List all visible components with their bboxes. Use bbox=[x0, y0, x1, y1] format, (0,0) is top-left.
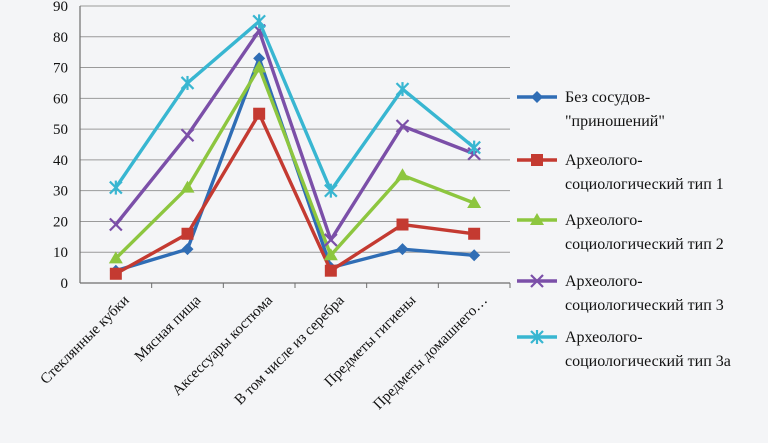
data-point bbox=[180, 180, 195, 193]
data-point bbox=[530, 330, 544, 344]
data-point bbox=[181, 227, 194, 240]
legend-label: Археолого- bbox=[565, 329, 643, 346]
data-point bbox=[180, 75, 195, 90]
data-point bbox=[324, 183, 338, 198]
legend-label: Археолого- bbox=[565, 152, 643, 169]
data-point bbox=[252, 60, 267, 73]
legend-label: "приношений" bbox=[565, 113, 665, 130]
data-point bbox=[108, 251, 123, 264]
data-point bbox=[109, 217, 123, 232]
legend-label: социологический тип 2 bbox=[565, 236, 724, 253]
marker-stroke bbox=[395, 119, 410, 133]
y-tick-label: 0 bbox=[61, 276, 69, 292]
legend-label: Археолого- bbox=[565, 273, 643, 290]
series-2 bbox=[109, 107, 481, 280]
series-line bbox=[114, 65, 475, 260]
marker-stroke bbox=[109, 217, 123, 232]
y-tick-label: 40 bbox=[53, 153, 68, 169]
marker-stroke bbox=[530, 274, 544, 288]
data-point bbox=[396, 243, 409, 256]
data-point bbox=[467, 140, 481, 155]
data-point bbox=[468, 249, 481, 262]
data-point bbox=[531, 91, 543, 103]
series-line bbox=[115, 112, 475, 276]
data-point bbox=[395, 82, 410, 97]
y-tick-label: 20 bbox=[53, 214, 68, 230]
marker-stroke bbox=[324, 233, 338, 247]
x-tick-label: Мясная пища bbox=[132, 292, 205, 365]
data-point bbox=[180, 128, 195, 143]
data-point bbox=[395, 119, 410, 133]
data-point bbox=[323, 248, 338, 261]
data-point bbox=[252, 14, 266, 29]
y-tick-label: 80 bbox=[53, 30, 68, 46]
legend-label: Археолого- bbox=[565, 212, 643, 229]
series-line bbox=[114, 19, 476, 193]
legend-label: социологический тип 3 bbox=[565, 297, 724, 314]
legend-label: социологический тип 3а bbox=[565, 353, 731, 370]
data-point bbox=[530, 274, 544, 288]
data-point bbox=[530, 213, 544, 225]
data-point bbox=[324, 233, 338, 247]
data-point bbox=[109, 180, 123, 195]
data-point bbox=[467, 195, 482, 208]
data-point bbox=[531, 154, 543, 166]
data-point bbox=[181, 243, 194, 256]
y-tick-label: 50 bbox=[53, 122, 68, 138]
data-point bbox=[253, 52, 266, 65]
y-tick-label: 30 bbox=[53, 184, 68, 200]
y-tick-label: 60 bbox=[53, 91, 68, 107]
series-line bbox=[114, 28, 475, 242]
y-tick-label: 70 bbox=[53, 61, 68, 77]
data-point bbox=[109, 267, 122, 280]
marker-stroke bbox=[180, 128, 195, 143]
data-point bbox=[468, 227, 481, 240]
legend-item: Археолого-социологический тип 1 bbox=[517, 152, 724, 193]
legend-item: Без сосудов- "приношений" bbox=[517, 89, 665, 130]
data-point bbox=[324, 264, 337, 277]
legend-label: Без сосудов- bbox=[565, 89, 650, 106]
data-point bbox=[253, 107, 266, 120]
legend-item: Археолого-социологический тип 3 bbox=[517, 273, 724, 314]
legend-label: социологический тип 1 bbox=[565, 176, 724, 193]
data-point bbox=[395, 168, 410, 181]
legend-item: Археолого-социологический тип 2 bbox=[517, 212, 724, 253]
y-tick-label: 10 bbox=[53, 245, 68, 261]
series-3 bbox=[108, 60, 482, 264]
y-tick-label: 90 bbox=[53, 0, 68, 15]
series-4 bbox=[109, 23, 481, 247]
data-point bbox=[396, 218, 409, 231]
legend-item: Археолого-социологический тип 3а bbox=[517, 329, 731, 370]
series-5 bbox=[109, 14, 481, 198]
x-tick-label: Стеклянные кубки bbox=[38, 293, 133, 388]
